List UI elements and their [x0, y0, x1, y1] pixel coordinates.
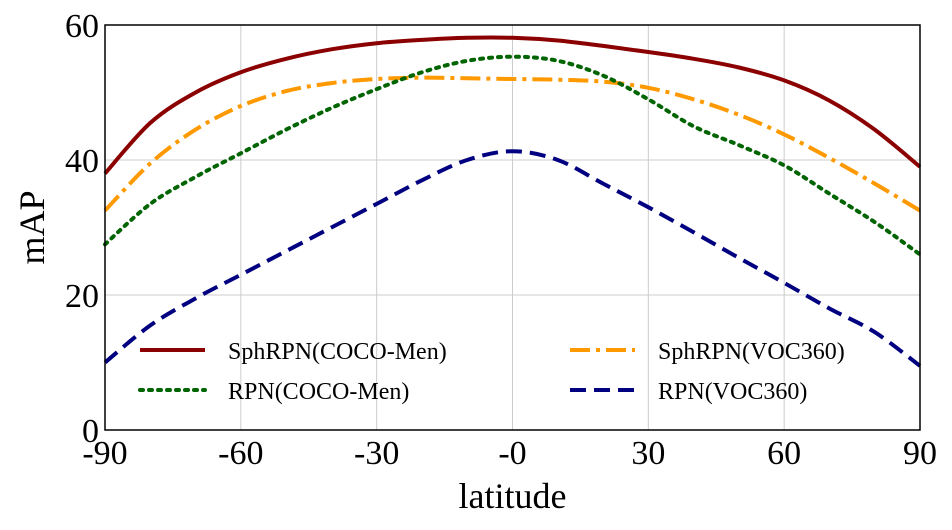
legend: SphRPN(COCO-Men) SphRPN(VOC360) RPN(COCO-M… [138, 339, 845, 405]
x-tick-label: 90 [903, 435, 937, 472]
x-tick-label: -0 [498, 435, 526, 472]
legend-label-1: SphRPN(VOC360) [658, 339, 845, 365]
legend-label-3: RPN(VOC360) [658, 379, 807, 405]
y-tick-label: 60 [65, 8, 99, 45]
legend-label-2: RPN(COCO-Men) [228, 379, 409, 405]
plot-frame [104, 24, 921, 431]
series-line-0 [103, 35, 922, 175]
series-line-3 [103, 149, 922, 368]
y-tick-label: 20 [65, 278, 99, 315]
y-axis-label: mAP [12, 190, 52, 264]
x-tick-label: -30 [354, 435, 399, 472]
y-tick-label: 40 [65, 143, 99, 180]
series-line-2 [103, 54, 922, 257]
y-tick-label: 0 [82, 413, 99, 450]
x-tick-label: -90 [82, 435, 127, 472]
x-tick-label: -60 [218, 435, 263, 472]
x-axis-label: latitude [459, 476, 567, 516]
x-tick-label: 30 [631, 435, 665, 472]
series-line-1 [103, 75, 922, 213]
series-lines [103, 35, 922, 368]
x-tick-label: 60 [767, 435, 801, 472]
y-tick-labels: 0 20 40 60 [65, 8, 99, 450]
x-tick-labels: -90 -60 -30 -0 30 60 90 [82, 435, 937, 472]
legend-label-0: SphRPN(COCO-Men) [228, 339, 447, 365]
